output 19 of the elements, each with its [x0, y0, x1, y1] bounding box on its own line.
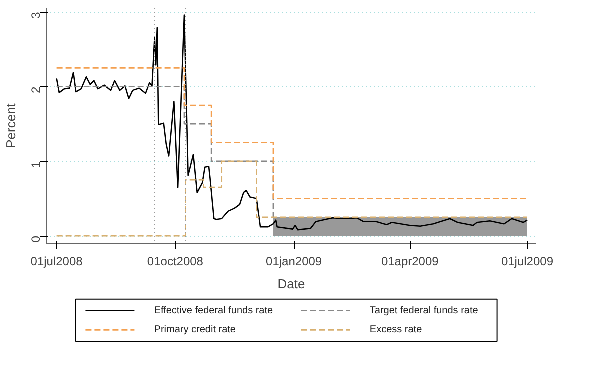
x-tick-label: 01jan2009 — [266, 254, 322, 268]
x-tick-label: 01jul2008 — [30, 254, 84, 268]
y-tick-label: 3 — [29, 12, 43, 19]
legend-label: Primary credit rate — [154, 324, 236, 336]
x-axis-title: Date — [278, 276, 306, 292]
line-series — [56, 86, 274, 218]
y-tick-label: 2 — [29, 86, 43, 94]
legend-label: Excess rate — [370, 324, 423, 336]
x-tick-label: 01apr2009 — [381, 254, 440, 268]
line-series — [56, 14, 528, 231]
y-axis-title: Percent — [4, 103, 18, 148]
x-tick-label: 01oct2008 — [147, 254, 204, 268]
line-series — [56, 160, 528, 237]
legend-label: Target federal funds rate — [370, 305, 479, 316]
line-series — [56, 68, 528, 200]
legend-label: Effective federal funds rate — [154, 305, 274, 316]
y-tick-label: 0 — [29, 236, 43, 243]
y-tick-label: 1 — [29, 161, 43, 168]
x-tick-label: 01jul2009 — [501, 254, 554, 268]
